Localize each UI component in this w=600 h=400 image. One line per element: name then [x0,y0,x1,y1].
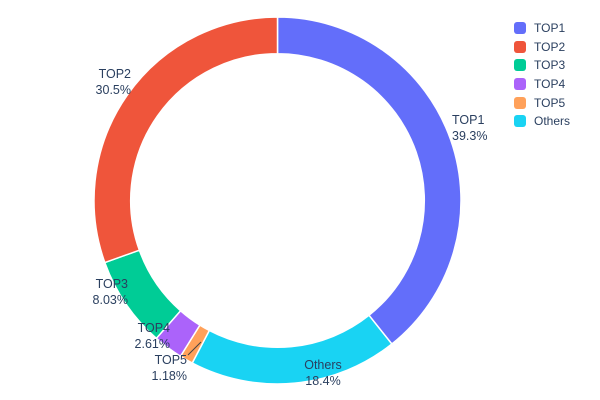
slice-label-top1-percent: 39.3% [452,129,488,143]
slice-label-top3-name: TOP3 [95,277,128,291]
slice-label-top4-percent: 2.61% [134,337,170,351]
slice-label-top2-name: TOP2 [98,67,131,81]
legend: TOP1 TOP2 TOP3 TOP4 TOP5 Others [514,19,570,131]
slice-label-others-name: Others [304,358,342,372]
legend-label-top4: TOP4 [534,77,566,92]
legend-label-top1: TOP1 [534,21,566,36]
legend-item-top4[interactable]: TOP4 [514,75,570,94]
legend-swatch-top2 [514,40,526,53]
legend-item-top2[interactable]: TOP2 [514,38,570,57]
pie-slice-top2[interactable] [93,16,279,264]
legend-item-top3[interactable]: TOP3 [514,56,570,75]
pie-slice-top1[interactable] [276,16,462,346]
slice-label-top2-percent: 30.5% [95,83,131,97]
legend-swatch-top4 [514,78,526,91]
legend-swatch-top3 [514,59,526,72]
legend-item-top5[interactable]: TOP5 [514,93,570,112]
legend-label-top2: TOP2 [534,39,566,54]
slice-label-top3: TOP3 8.03% [68,276,128,308]
leader-line-top5 [187,341,202,356]
slice-label-top1: TOP1 39.3% [452,112,512,144]
slice-label-top1-name: TOP1 [452,113,485,127]
legend-swatch-top5 [514,96,526,109]
slice-label-top5: TOP5 1.18% [127,352,187,384]
legend-swatch-top1 [514,22,526,35]
slice-label-top5-percent: 1.18% [151,369,187,383]
slice-label-top2: TOP2 30.5% [71,66,131,98]
slice-label-top4: TOP4 2.61% [110,320,170,352]
legend-item-top1[interactable]: TOP1 [514,19,570,38]
slice-label-top5-name: TOP5 [154,353,187,367]
slice-label-others: Others 18.4% [293,357,353,389]
slice-label-top3-percent: 8.03% [92,293,128,307]
slice-label-others-percent: 18.4% [305,374,341,388]
legend-label-others: Others [534,114,571,129]
legend-swatch-others [514,115,526,128]
legend-label-top5: TOP5 [534,95,566,110]
slice-label-top4-name: TOP4 [137,321,170,335]
legend-label-top3: TOP3 [534,58,566,73]
legend-item-others[interactable]: Others [514,112,570,131]
